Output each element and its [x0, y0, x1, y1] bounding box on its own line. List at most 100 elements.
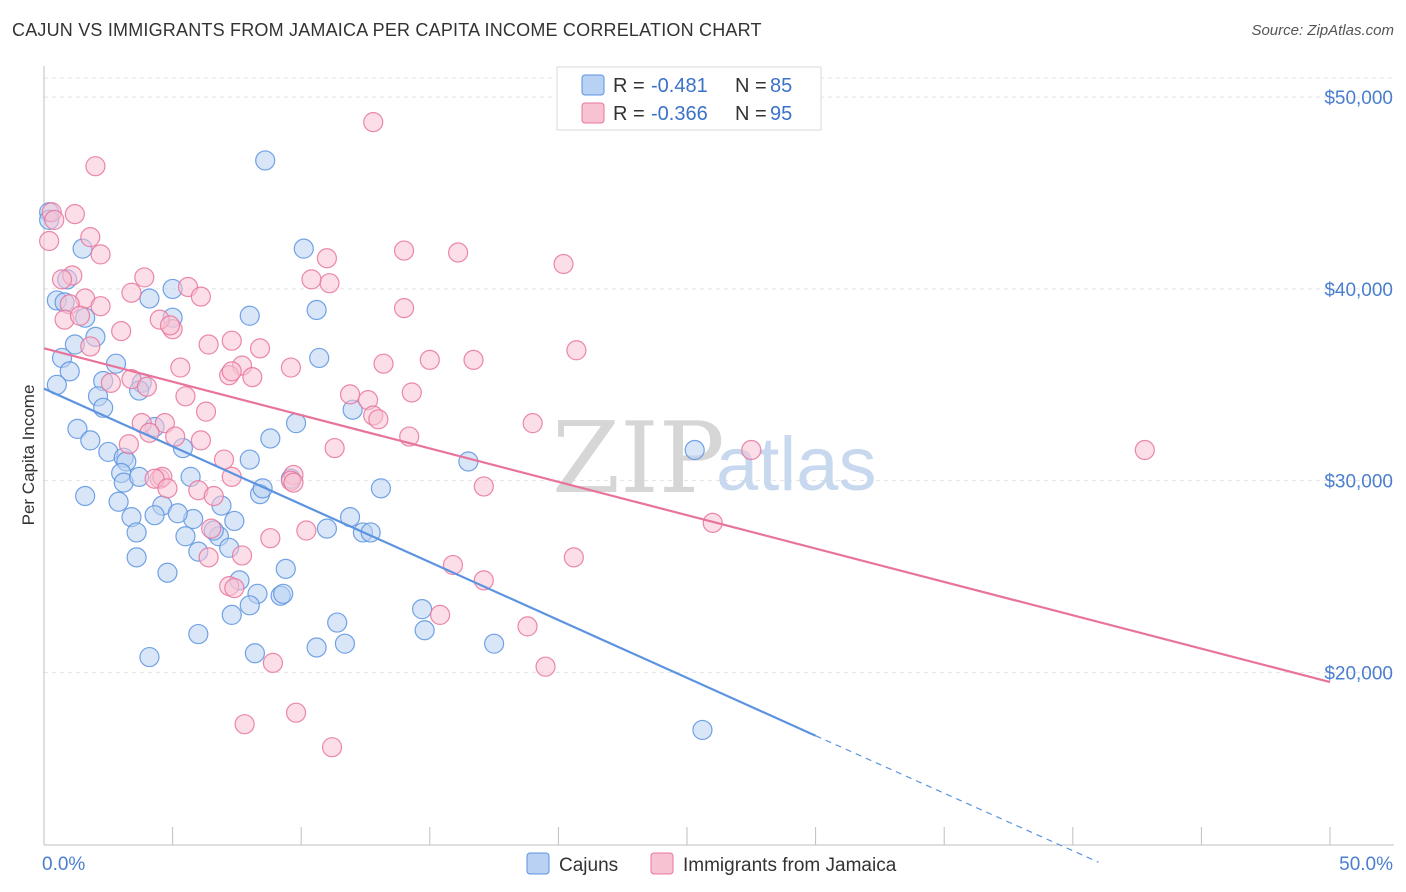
series-1-point-8 — [51, 269, 73, 290]
series-1-point-70 — [368, 409, 389, 430]
series-1-point-67 — [447, 242, 469, 263]
series-1-point-65 — [419, 349, 440, 370]
series-1-point-3 — [85, 156, 106, 177]
series-1-point-69 — [363, 112, 384, 133]
series-0-point-71 — [221, 604, 242, 626]
series-1-point-42 — [118, 434, 139, 455]
series-1-point-63 — [401, 382, 422, 403]
series-1-point-89 — [517, 616, 538, 637]
stats-r-label-jamaica: R = — [613, 103, 645, 125]
series-1-point-31 — [242, 367, 263, 388]
stats-legend-swatch-cajuns — [581, 74, 605, 96]
series-0-point-22 — [306, 299, 327, 321]
stats-r-value-jamaica: -0.366 — [651, 103, 708, 125]
y-axis-title: Per Capita Income — [19, 385, 38, 526]
series-1-point-48 — [283, 472, 304, 493]
series-0-point-11 — [59, 361, 80, 382]
series-1-point-5 — [64, 204, 85, 225]
series-1-point-60 — [324, 437, 345, 459]
series-1-point-25 — [249, 338, 271, 359]
stats-n-label-cajuns: N = — [735, 75, 767, 97]
series-1-point-61 — [373, 353, 394, 374]
series-1-point-91 — [535, 656, 556, 677]
series-1-point-62 — [393, 298, 415, 319]
series-0-point-25 — [67, 418, 88, 440]
series-0-point-24 — [255, 150, 276, 171]
series-0-point-58 — [684, 439, 705, 461]
series-1-point-77 — [1134, 439, 1155, 461]
stats-r-value-cajuns: -0.481 — [651, 75, 708, 97]
series-1-point-17 — [134, 267, 155, 288]
series-1-point-32 — [100, 372, 121, 393]
series-0-point-45 — [252, 478, 273, 499]
y-tick-label-1: $30,000 — [1324, 472, 1393, 493]
series-1-point-26 — [280, 357, 302, 378]
series-1-point-22 — [159, 315, 181, 336]
series-1-point-88 — [429, 604, 451, 626]
series-0-point-42 — [167, 503, 188, 524]
series-1-point-36 — [195, 401, 217, 422]
series-1-point-90 — [262, 652, 284, 673]
legend-label-cajuns: Cajuns — [559, 855, 618, 876]
y-tick-label-2: $40,000 — [1324, 280, 1393, 301]
series-1-point-87 — [224, 577, 245, 599]
series-1-point-80 — [260, 528, 281, 549]
y-tick-labels: $20,000 $30,000 $40,000 $50,000 — [1324, 88, 1393, 684]
x-tick-label-1: 50.0% — [1339, 854, 1393, 875]
series-0-point-72 — [239, 595, 260, 616]
series-0-point-82 — [692, 719, 713, 741]
series-1-point-6 — [90, 244, 111, 265]
series-0-point-21 — [239, 305, 260, 326]
series-0-point-65 — [157, 562, 178, 583]
axes — [43, 66, 1394, 846]
series-0-point-38 — [108, 491, 129, 512]
x-tick-labels: 0.0% 50.0% — [42, 854, 1393, 875]
series-0-point-47 — [309, 347, 330, 369]
series-0-point-60 — [175, 526, 196, 547]
series-1-point-15 — [80, 336, 101, 357]
stats-n-label-jamaica: N = — [735, 103, 767, 125]
series-1-point-83 — [231, 545, 253, 566]
series-0-point-23 — [293, 238, 314, 259]
series-0-point-59 — [126, 522, 147, 543]
series-1-point-54 — [316, 248, 338, 269]
stats-r-label-cajuns: R = — [613, 75, 645, 97]
series-0-point-48 — [239, 449, 260, 470]
trend-lines — [43, 347, 1331, 863]
series-0-trend-line — [43, 387, 817, 737]
series-1-point-37 — [154, 413, 175, 434]
series-0-point-75 — [414, 620, 435, 641]
series-0-point-70 — [273, 583, 294, 604]
stats-n-value-jamaica: 95 — [770, 103, 792, 125]
series-1-point-0 — [39, 230, 60, 252]
series-0-point-49 — [260, 428, 281, 449]
series-0-point-10 — [105, 353, 127, 374]
series-0-point-57 — [458, 451, 479, 472]
legend-swatch-jamaica — [650, 852, 674, 875]
x-tick-label-0: 0.0% — [42, 854, 85, 875]
series-0-point-36 — [75, 485, 96, 507]
series-1-point-28 — [198, 334, 219, 355]
series-1-point-14 — [111, 321, 132, 342]
series-1-point-55 — [319, 273, 340, 294]
series-1-point-71 — [522, 413, 543, 434]
series-1-point-51 — [157, 478, 178, 499]
y-tick-label-3: $50,000 — [1324, 88, 1393, 109]
series-0-trend-extension — [815, 735, 1099, 863]
series-0-point-77 — [306, 637, 327, 658]
series-1-point-13 — [69, 305, 91, 326]
series-1-point-74 — [563, 547, 584, 568]
series-1-point-11 — [90, 296, 111, 317]
series-0-point-52 — [370, 478, 392, 499]
bottom-legend: Cajuns Immigrants from Jamaica — [526, 852, 897, 876]
series-1-point-72 — [553, 253, 574, 275]
series-0-point-19 — [139, 288, 160, 309]
series-1-point-2 — [44, 209, 65, 230]
series-1-point-27 — [170, 357, 191, 378]
watermark: ZIP atlas — [552, 402, 877, 516]
series-0-point-78 — [334, 633, 356, 654]
chart-title: CAJUN VS IMMIGRANTS FROM JAMAICA PER CAP… — [12, 20, 762, 40]
series-1-point-76 — [741, 439, 762, 461]
series-0-point-80 — [244, 643, 266, 664]
